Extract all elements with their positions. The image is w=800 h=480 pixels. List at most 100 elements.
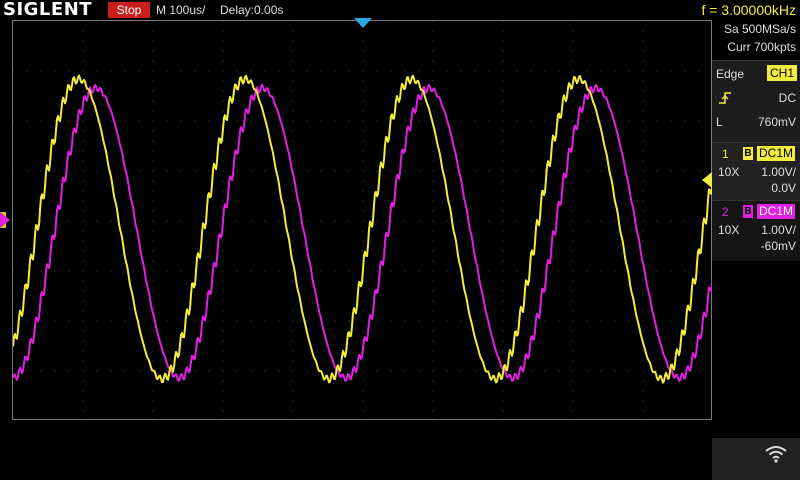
grid-dot	[516, 320, 518, 322]
network-status-box[interactable]	[712, 438, 800, 480]
grid-dot	[264, 220, 266, 222]
grid-dot	[152, 320, 154, 322]
grid-dot	[530, 170, 532, 172]
grid-dot	[362, 220, 364, 222]
grid-dot	[222, 260, 224, 262]
grid-dot	[334, 120, 336, 122]
grid-dot	[362, 310, 364, 312]
grid-dot	[82, 250, 84, 252]
grid-dot	[82, 330, 84, 332]
trigger-level-marker[interactable]	[702, 172, 712, 188]
grid-dot	[110, 70, 112, 72]
grid-dot	[432, 390, 434, 392]
grid-dot	[558, 220, 560, 222]
grid-dot	[292, 400, 294, 402]
grid-dot	[152, 290, 154, 292]
grid-dot	[68, 320, 70, 322]
grid-dot	[460, 70, 462, 72]
grid-dot	[572, 310, 574, 312]
grid-dot	[642, 130, 644, 132]
grid-dot	[82, 130, 84, 132]
ch2-ground-marker[interactable]	[0, 212, 10, 228]
grid-dot	[572, 400, 574, 402]
grid-dot	[642, 390, 644, 392]
grid-dot	[292, 180, 294, 182]
probe-attenuation: 10X	[718, 223, 740, 237]
trigger-settings-box[interactable]: Edge CH1 DC L 760mV	[712, 60, 800, 155]
grid-dot	[236, 170, 238, 172]
grid-dot	[628, 320, 630, 322]
grid-dot	[642, 410, 644, 412]
grid-dot	[642, 320, 644, 322]
frequency-counter: f = 3.00000kHz	[701, 2, 796, 18]
grid-dot	[138, 370, 140, 372]
grid-dot	[278, 220, 280, 222]
grid-dot	[334, 220, 336, 222]
grid-dot	[432, 100, 434, 102]
grid-dot	[572, 220, 574, 222]
grid-dot	[432, 70, 434, 72]
grid-dot	[656, 220, 658, 222]
grid-dot	[572, 260, 574, 262]
grid-dot	[432, 370, 434, 372]
grid-dot	[586, 370, 588, 372]
timebase-readout[interactable]: M 100us/	[156, 3, 206, 17]
rising-edge-icon	[719, 92, 731, 104]
grid-dot	[670, 270, 672, 272]
grid-dot	[516, 370, 518, 372]
grid-dot	[222, 100, 224, 102]
grid-dot	[698, 220, 700, 222]
grid-dot	[502, 290, 504, 292]
grid-dot	[572, 210, 574, 212]
grid-dot	[502, 300, 504, 302]
grid-dot	[502, 260, 504, 262]
grid-dot	[502, 190, 504, 192]
grid-dot	[474, 120, 476, 122]
grid-dot	[82, 260, 84, 262]
grid-dot	[376, 270, 378, 272]
grid-dot	[656, 270, 658, 272]
grid-dot	[152, 110, 154, 112]
grid-dot	[460, 370, 462, 372]
grid-dot	[152, 90, 154, 92]
grid-dot	[642, 360, 644, 362]
grid-dot	[642, 90, 644, 92]
grid-dot	[502, 360, 504, 362]
channel-2-box[interactable]: 2 B DC1M 10X 1.00V/ -60mV	[712, 200, 800, 261]
grid-dot	[572, 330, 574, 332]
delay-readout[interactable]: Delay:0.00s	[220, 3, 284, 17]
grid-dot	[572, 120, 574, 122]
grid-dot	[362, 230, 364, 232]
sample-rate-readout: Sa 500MSa/s	[723, 22, 796, 36]
grid-dot	[124, 370, 126, 372]
grid-dot	[516, 220, 518, 222]
channel-1-box[interactable]: 1 B DC1M 10X 1.00V/ 0.0V	[712, 142, 800, 203]
grid-dot	[40, 370, 42, 372]
grid-dot	[530, 320, 532, 322]
grid-dot	[40, 320, 42, 322]
waveform-display[interactable]	[12, 20, 713, 421]
trigger-position-marker[interactable]	[354, 18, 372, 28]
grid-dot	[208, 270, 210, 272]
grid-dot	[222, 90, 224, 92]
grid-dot	[222, 340, 224, 342]
trigger-coupling: DC	[778, 91, 796, 105]
grid-dot	[558, 370, 560, 372]
grid-dot	[530, 220, 532, 222]
grid-dot	[530, 70, 532, 72]
grid-dot	[334, 320, 336, 322]
grid-dot	[474, 220, 476, 222]
grid-dot	[222, 21, 224, 22]
run-stop-badge[interactable]: Stop	[108, 2, 150, 18]
grid-dot	[292, 300, 294, 302]
grid-dot	[40, 270, 42, 272]
ch1-trace	[13, 74, 713, 384]
grid-dot	[40, 120, 42, 122]
grid-dot	[110, 170, 112, 172]
grid-dot	[572, 240, 574, 242]
grid-dot	[362, 380, 364, 382]
grid-dot	[572, 230, 574, 232]
grid-dot	[390, 70, 392, 72]
grid-dot	[432, 230, 434, 232]
grid-dot	[642, 420, 644, 421]
